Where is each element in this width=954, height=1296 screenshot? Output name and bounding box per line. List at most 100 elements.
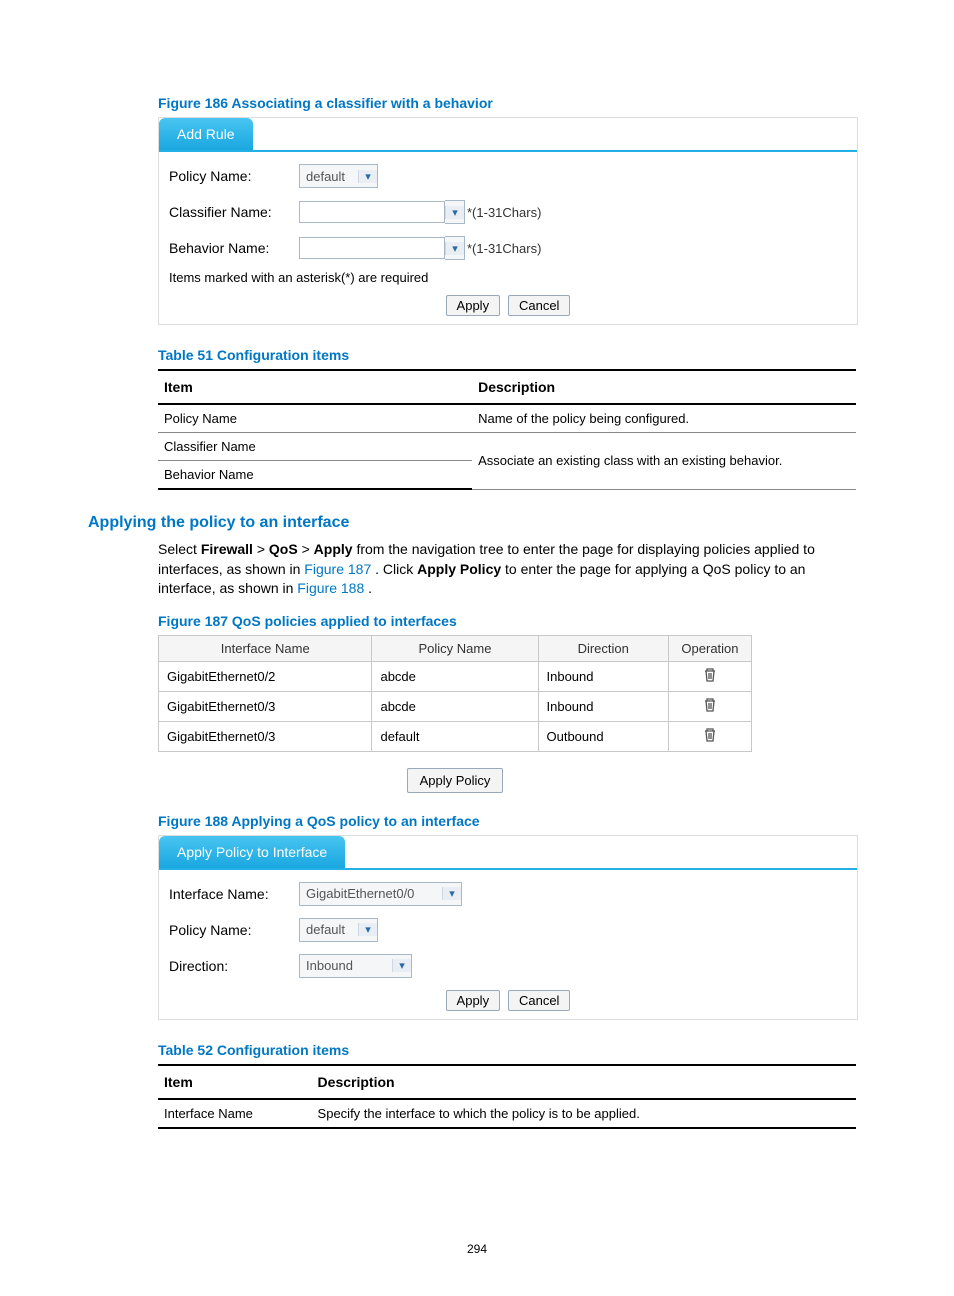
page: Figure 186 Associating a classifier with… bbox=[0, 0, 954, 1296]
cell-interface: GigabitEthernet0/3 bbox=[159, 691, 372, 721]
table52: Item Description Interface Name Specify … bbox=[158, 1064, 856, 1129]
col-interface: Interface Name bbox=[159, 635, 372, 661]
table51-desc: Name of the policy being configured. bbox=[472, 404, 856, 433]
required-fields-note: Items marked with an asterisk(*) are req… bbox=[159, 268, 857, 291]
apply-policy-button[interactable]: Apply Policy bbox=[407, 768, 504, 793]
policy-name-select[interactable]: default ▾ bbox=[299, 918, 378, 942]
link-figure187[interactable]: Figure 187 bbox=[304, 561, 371, 577]
col-operation: Operation bbox=[668, 635, 751, 661]
direction-select[interactable]: Inbound ▾ bbox=[299, 954, 412, 978]
breadcrumb-qos: QoS bbox=[269, 541, 298, 557]
table-row: GigabitEthernet0/2 abcde Inbound bbox=[159, 661, 752, 691]
behavior-name-dropdown[interactable]: ▾ bbox=[445, 236, 465, 260]
table51-item: Classifier Name bbox=[158, 433, 472, 461]
interface-name-row: Interface Name: GigabitEthernet0/0 ▾ bbox=[169, 876, 847, 912]
classifier-name-row: Classifier Name: ▾ *(1-31Chars) bbox=[169, 194, 847, 230]
figure186-buttons: Apply Cancel bbox=[159, 291, 857, 324]
text: Select bbox=[158, 541, 201, 557]
col-direction: Direction bbox=[538, 635, 668, 661]
text: . Click bbox=[375, 561, 417, 577]
chevron-down-icon: ▾ bbox=[358, 170, 377, 183]
policy-name-value: default bbox=[300, 169, 358, 184]
table-row: Policy Name Name of the policy being con… bbox=[158, 404, 856, 433]
direction-value: Inbound bbox=[300, 958, 392, 973]
text: > bbox=[257, 541, 269, 557]
table52-desc: Specify the interface to which the polic… bbox=[312, 1099, 856, 1128]
apply-button[interactable]: Apply bbox=[446, 295, 501, 316]
table51-caption: Table 51 Configuration items bbox=[158, 347, 866, 363]
policy-name-label: Policy Name: bbox=[169, 922, 299, 938]
cell-interface: GigabitEthernet0/3 bbox=[159, 721, 372, 751]
tab-strip: Add Rule bbox=[159, 118, 857, 152]
trash-icon[interactable] bbox=[703, 727, 717, 746]
interface-name-value: GigabitEthernet0/0 bbox=[300, 886, 442, 901]
table-row: Classifier Name Associate an existing cl… bbox=[158, 433, 856, 461]
classifier-name-hint: *(1-31Chars) bbox=[467, 205, 541, 220]
policy-name-row: Policy Name: default ▾ bbox=[169, 912, 847, 948]
cell-direction: Inbound bbox=[538, 661, 668, 691]
figure187-buttons: Apply Policy bbox=[158, 768, 752, 793]
add-rule-panel: Add Rule Policy Name: default ▾ Classifi… bbox=[158, 117, 858, 325]
policy-name-row: Policy Name: default ▾ bbox=[169, 158, 847, 194]
classifier-name-dropdown[interactable]: ▾ bbox=[445, 200, 465, 224]
col-policy: Policy Name bbox=[372, 635, 538, 661]
policy-name-label: Policy Name: bbox=[169, 168, 299, 184]
classifier-name-input[interactable] bbox=[299, 201, 445, 223]
interface-name-select[interactable]: GigabitEthernet0/0 ▾ bbox=[299, 882, 462, 906]
applied-policies-table: Interface Name Policy Name Direction Ope… bbox=[158, 635, 752, 752]
cancel-button[interactable]: Cancel bbox=[508, 990, 570, 1011]
apply-policy-tab[interactable]: Apply Policy to Interface bbox=[159, 836, 345, 868]
policy-name-select[interactable]: default ▾ bbox=[299, 164, 378, 188]
cell-direction: Outbound bbox=[538, 721, 668, 751]
direction-row: Direction: Inbound ▾ bbox=[169, 948, 847, 984]
figure186-caption: Figure 186 Associating a classifier with… bbox=[158, 95, 866, 111]
cancel-button[interactable]: Cancel bbox=[508, 295, 570, 316]
table52-header-item: Item bbox=[158, 1065, 312, 1099]
cell-operation bbox=[668, 661, 751, 691]
cell-operation bbox=[668, 691, 751, 721]
table52-item: Interface Name bbox=[158, 1099, 312, 1128]
table51-item: Policy Name bbox=[158, 404, 472, 433]
behavior-name-hint: *(1-31Chars) bbox=[467, 241, 541, 256]
text: > bbox=[302, 541, 314, 557]
table-row: GigabitEthernet0/3 abcde Inbound bbox=[159, 691, 752, 721]
cell-interface: GigabitEthernet0/2 bbox=[159, 661, 372, 691]
cell-policy: default bbox=[372, 721, 538, 751]
cell-operation bbox=[668, 721, 751, 751]
behavior-name-input[interactable] bbox=[299, 237, 445, 259]
figure188-buttons: Apply Cancel bbox=[159, 986, 857, 1019]
chevron-down-icon: ▾ bbox=[358, 923, 377, 936]
direction-label: Direction: bbox=[169, 958, 299, 974]
apply-policy-form: Interface Name: GigabitEthernet0/0 ▾ Pol… bbox=[159, 870, 857, 986]
apply-button[interactable]: Apply bbox=[446, 990, 501, 1011]
behavior-name-label: Behavior Name: bbox=[169, 240, 299, 256]
trash-icon[interactable] bbox=[703, 697, 717, 716]
text: . bbox=[368, 580, 372, 596]
cell-policy: abcde bbox=[372, 661, 538, 691]
apply-policy-panel: Apply Policy to Interface Interface Name… bbox=[158, 835, 858, 1020]
trash-icon[interactable] bbox=[703, 667, 717, 686]
text-apply-policy: Apply Policy bbox=[417, 561, 501, 577]
table51: Item Description Policy Name Name of the… bbox=[158, 369, 856, 490]
section-apply-paragraph: Select Firewall > QoS > Apply from the n… bbox=[158, 540, 866, 599]
section-heading-apply: Applying the policy to an interface bbox=[88, 514, 866, 532]
policy-name-value: default bbox=[300, 922, 358, 937]
table51-header-item: Item bbox=[158, 370, 472, 404]
link-figure188[interactable]: Figure 188 bbox=[297, 580, 364, 596]
add-rule-form: Policy Name: default ▾ Classifier Name: … bbox=[159, 152, 857, 268]
table-row: GigabitEthernet0/3 default Outbound bbox=[159, 721, 752, 751]
interface-name-label: Interface Name: bbox=[169, 886, 299, 902]
add-rule-tab[interactable]: Add Rule bbox=[159, 118, 253, 150]
behavior-name-row: Behavior Name: ▾ *(1-31Chars) bbox=[169, 230, 847, 266]
classifier-name-label: Classifier Name: bbox=[169, 204, 299, 220]
breadcrumb-firewall: Firewall bbox=[201, 541, 253, 557]
chevron-down-icon: ▾ bbox=[442, 887, 461, 900]
chevron-down-icon: ▾ bbox=[445, 242, 464, 255]
figure187-caption: Figure 187 QoS policies applied to inter… bbox=[158, 613, 866, 629]
table51-item: Behavior Name bbox=[158, 461, 472, 490]
table52-header-desc: Description bbox=[312, 1065, 856, 1099]
table-row: Interface Name Specify the interface to … bbox=[158, 1099, 856, 1128]
cell-policy: abcde bbox=[372, 691, 538, 721]
tab-strip: Apply Policy to Interface bbox=[159, 836, 857, 870]
cell-direction: Inbound bbox=[538, 691, 668, 721]
